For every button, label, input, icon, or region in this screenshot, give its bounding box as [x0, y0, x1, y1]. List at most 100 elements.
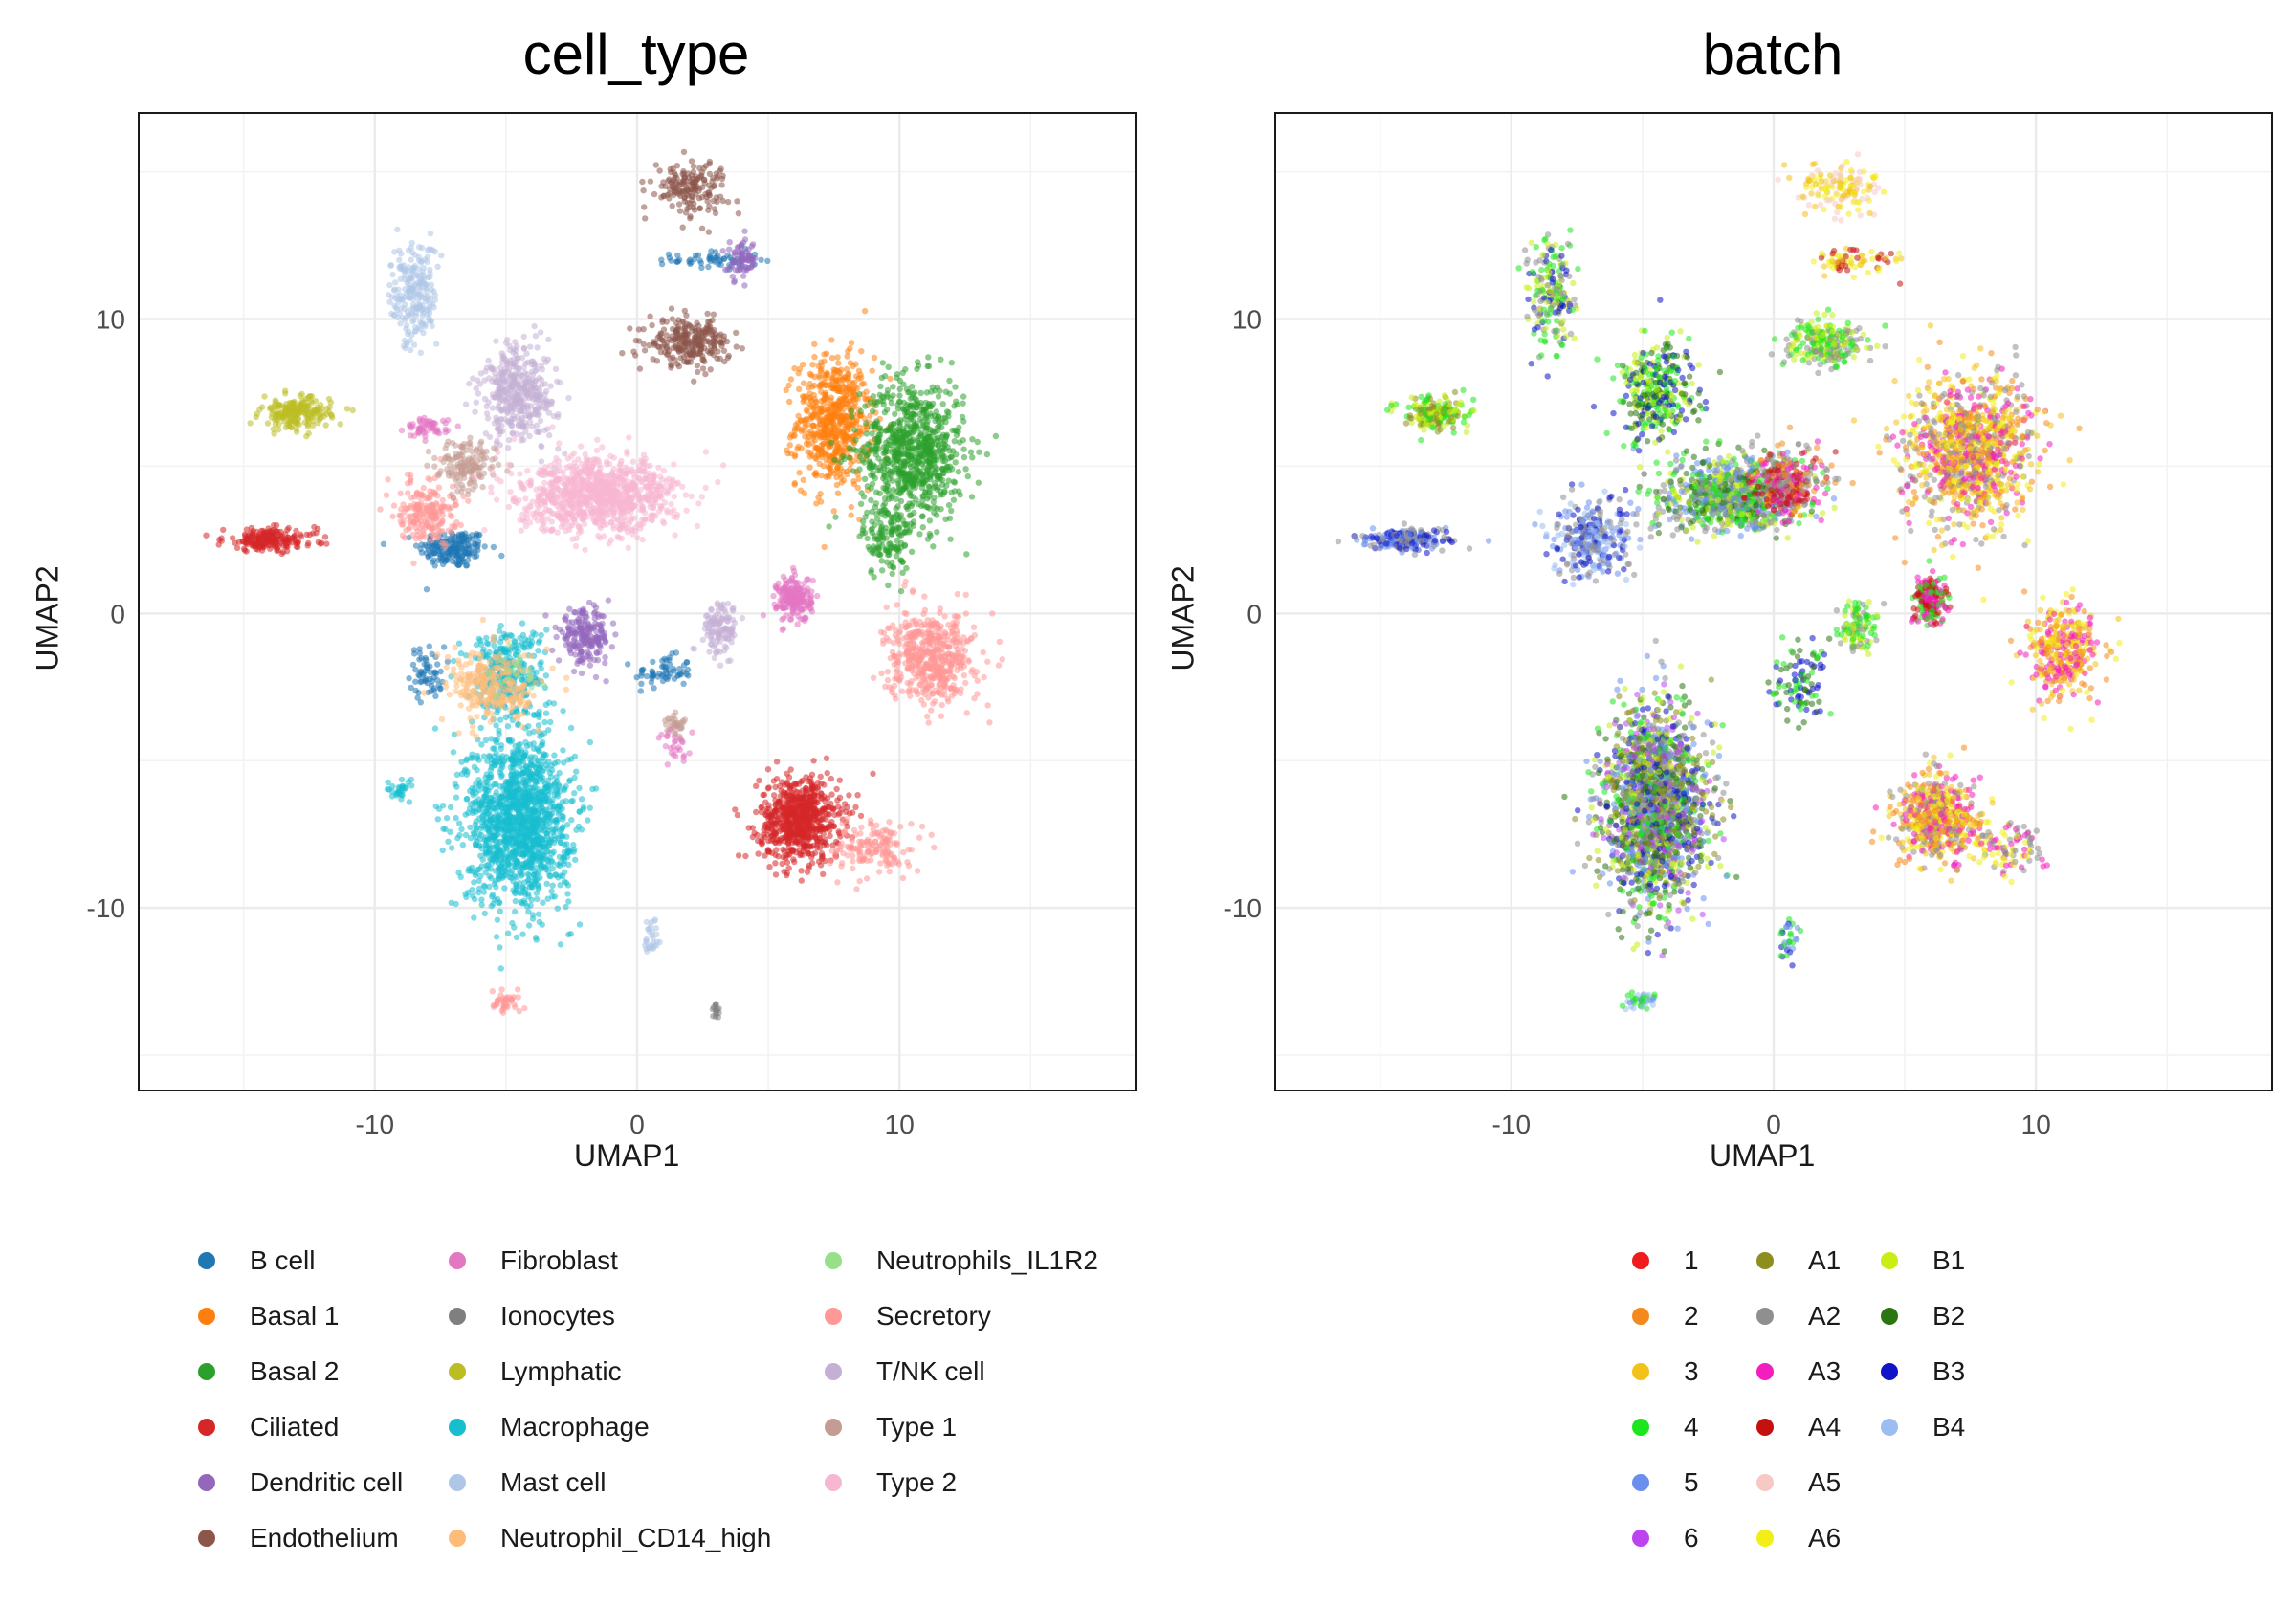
point: [785, 774, 793, 781]
point: [431, 725, 439, 732]
point: [909, 394, 916, 401]
point: [474, 543, 481, 550]
point: [296, 403, 302, 409]
point: [735, 210, 742, 217]
point: [942, 434, 950, 441]
point: [428, 688, 434, 694]
point: [901, 541, 909, 549]
point: [543, 880, 550, 887]
point: [651, 190, 658, 198]
point: [812, 471, 819, 477]
point: [901, 430, 908, 437]
point: [659, 319, 666, 325]
point: [889, 570, 895, 577]
point: [854, 484, 861, 492]
point: [822, 798, 828, 804]
point: [720, 255, 728, 262]
point: [900, 458, 907, 465]
point: [650, 339, 657, 345]
point: [552, 624, 559, 630]
point: [749, 254, 757, 261]
point: [410, 432, 418, 439]
point: [609, 620, 617, 627]
point: [902, 529, 909, 536]
point: [828, 823, 835, 829]
point: [651, 685, 657, 692]
point: [765, 802, 772, 808]
point: [732, 806, 739, 813]
point: [884, 386, 892, 394]
point: [872, 474, 878, 482]
point: [864, 535, 871, 542]
point: [630, 348, 637, 355]
point: [444, 658, 452, 665]
point: [923, 503, 930, 511]
point: [823, 826, 829, 832]
point: [780, 788, 787, 796]
point: [796, 847, 803, 853]
point: [680, 148, 688, 156]
point: [873, 489, 880, 495]
point: [675, 325, 682, 333]
point: [851, 427, 858, 433]
point: [475, 830, 483, 838]
point: [814, 445, 821, 451]
point: [960, 437, 966, 444]
point: [274, 545, 280, 552]
point: [715, 348, 721, 355]
point: [859, 457, 866, 464]
point: [833, 785, 840, 793]
point: [563, 642, 570, 649]
point: [872, 536, 878, 542]
point: [905, 452, 912, 459]
point: [713, 170, 719, 177]
point: [408, 684, 414, 692]
point: [657, 330, 664, 337]
point: [814, 592, 821, 600]
point: [772, 831, 779, 838]
point: [826, 464, 833, 472]
point: [743, 256, 750, 263]
point: [432, 803, 439, 810]
point: [536, 918, 542, 925]
point: [571, 790, 578, 797]
point: [805, 585, 811, 592]
point: [811, 784, 819, 791]
point: [880, 474, 887, 482]
point: [916, 410, 923, 418]
point: [668, 168, 674, 176]
point: [948, 507, 955, 515]
point: [873, 442, 881, 449]
point: [883, 407, 891, 413]
point: [955, 429, 961, 435]
point: [741, 228, 748, 234]
point: [670, 743, 676, 750]
point: [847, 345, 853, 352]
point: [960, 453, 968, 461]
point: [869, 525, 875, 532]
point: [848, 460, 854, 467]
point: [349, 407, 356, 414]
point: [775, 584, 782, 592]
point: [719, 248, 726, 254]
point: [343, 406, 351, 412]
point: [448, 845, 455, 851]
point: [827, 412, 833, 420]
point: [828, 354, 836, 362]
point: [957, 492, 963, 498]
point: [725, 198, 732, 206]
point: [423, 661, 430, 668]
point: [636, 365, 644, 372]
point: [271, 430, 277, 437]
point: [800, 616, 806, 623]
point: [953, 451, 960, 458]
point: [494, 916, 501, 923]
point: [943, 482, 950, 489]
point: [806, 433, 812, 440]
point: [282, 390, 289, 397]
point: [306, 393, 313, 400]
point: [712, 331, 719, 338]
point: [586, 662, 594, 669]
point: [721, 358, 728, 365]
